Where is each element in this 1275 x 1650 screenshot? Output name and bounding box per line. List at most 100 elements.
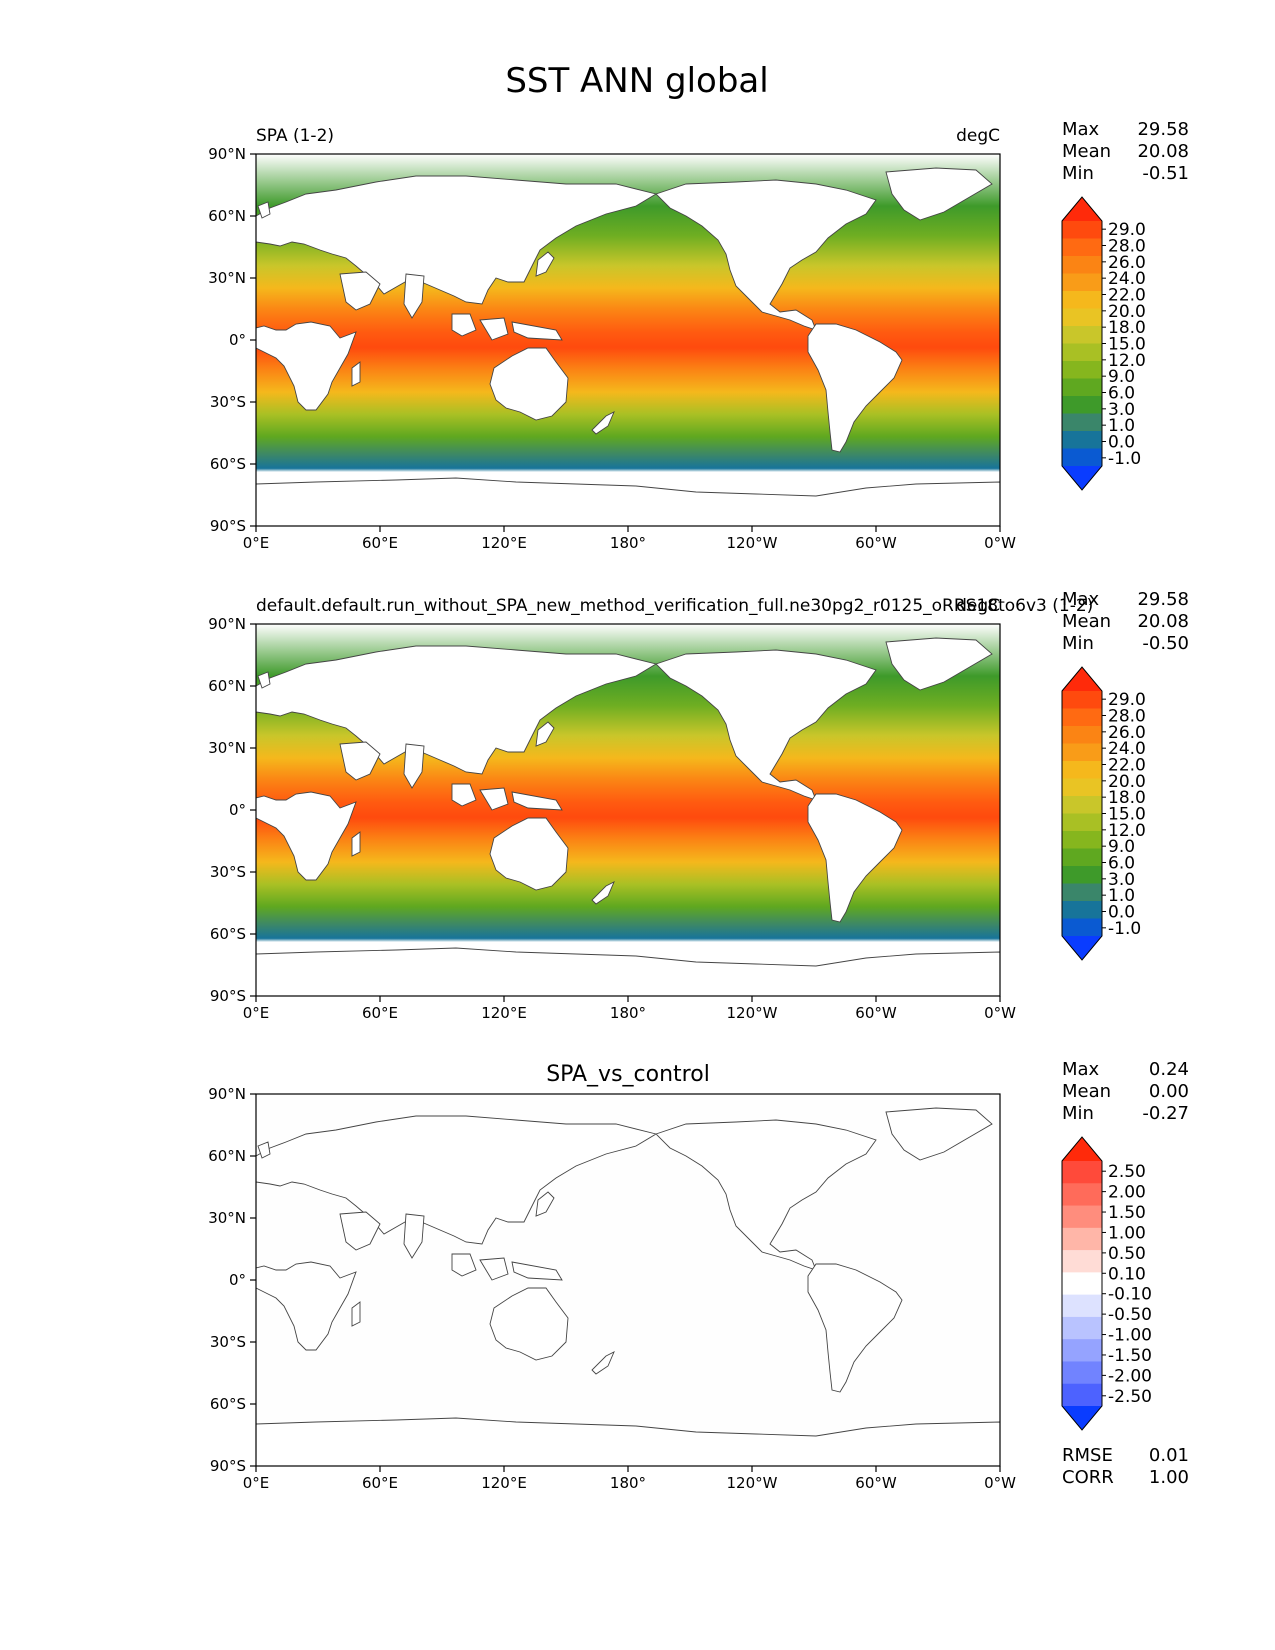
colorbar-label: 18.0 (1108, 788, 1146, 808)
lat-tick-label: 30°S (210, 1333, 246, 1351)
lat-tick-label: 60°N (208, 1147, 246, 1165)
lat-tick-label: 90°S (210, 1457, 246, 1475)
stat-max-label: Max (1062, 589, 1100, 610)
rmse-value: 0.01 (1149, 1445, 1189, 1466)
colorbar-segment (1062, 1183, 1102, 1207)
lon-tick-label: 60°E (362, 1474, 398, 1492)
colorbar-segment (1062, 413, 1102, 432)
colorbar-segment (1062, 1361, 1102, 1385)
colorbar-segment (1062, 1250, 1102, 1273)
colorbar-label: 0.0 (1108, 433, 1135, 453)
colorbar-label: 22.0 (1108, 286, 1146, 306)
colorbar-segment (1062, 726, 1102, 744)
colorbar-label: 15.0 (1108, 805, 1146, 825)
colorbar-label: 20.0 (1108, 302, 1146, 322)
lon-tick-label: 0°E (243, 1474, 270, 1492)
colorbar-label: 2.50 (1108, 1162, 1146, 1182)
colorbar-label: -2.00 (1108, 1366, 1152, 1386)
colorbar-label: 1.0 (1108, 416, 1135, 436)
colorbar-segment (1062, 883, 1102, 902)
stats-block: Max 29.58 Mean 20.08 Min -0.50 (1062, 589, 1189, 654)
lat-tick-label: 90°S (210, 987, 246, 1005)
colorbar-segment (1062, 778, 1102, 797)
colorbar-extend-max (1062, 1137, 1102, 1161)
colorbar-segment (1062, 796, 1102, 814)
lon-axis: 0°E 60°E 120°E 180° 120°W 60°W 0°W (243, 526, 1016, 552)
lat-tick-label: 60°N (208, 207, 246, 225)
colorbar-label: -2.50 (1108, 1387, 1152, 1407)
colorbar-segment (1062, 1294, 1102, 1318)
colorbar-segment (1062, 273, 1102, 292)
colorbar-label: 9.0 (1108, 367, 1135, 387)
colorbar-label: 6.0 (1108, 854, 1135, 874)
lon-tick-label: 180° (610, 1004, 646, 1022)
colorbar-segment (1062, 1161, 1102, 1184)
colorbar-outline (1061, 196, 1103, 491)
lat-tick-label: 90°N (208, 1085, 246, 1103)
colorbar-extend-min (1062, 466, 1102, 490)
lat-tick-label: 0° (229, 1271, 246, 1289)
lon-tick-label: 120°E (481, 1004, 527, 1022)
colorbar-label: 2.00 (1108, 1183, 1146, 1203)
colorbar-segment (1062, 1383, 1102, 1407)
lon-tick-label: 60°E (362, 534, 398, 552)
colorbar-label: 24.0 (1108, 269, 1146, 289)
lat-tick-label: 30°S (210, 393, 246, 411)
colorbar-segment (1062, 866, 1102, 884)
stat-mean-value: 0.00 (1149, 1081, 1189, 1102)
colorbar-segment (1062, 221, 1102, 239)
colorbar-segment (1062, 813, 1102, 832)
figure-title: SST ANN global (505, 61, 768, 101)
colorbar-segment (1062, 1339, 1102, 1362)
lat-tick-label: 30°N (208, 1209, 246, 1227)
lat-axis: 90°N 60°N 30°N 0° 30°S 60°S 90°S (208, 145, 256, 535)
lon-tick-label: 60°E (362, 1004, 398, 1022)
lat-tick-label: 60°S (210, 1395, 246, 1413)
colorbar-segment (1062, 431, 1102, 449)
lat-tick-label: 30°S (210, 863, 246, 881)
lon-tick-label: 60°W (855, 1004, 897, 1022)
lat-tick-label: 0° (229, 331, 246, 349)
stat-min-value: -0.50 (1142, 633, 1189, 654)
colorbar-label: 15.0 (1108, 335, 1146, 355)
colorbar-segment (1062, 1272, 1102, 1296)
lon-tick-label: 120°E (481, 1474, 527, 1492)
colorbar-label: 9.0 (1108, 837, 1135, 857)
colorbar-label: 22.0 (1108, 756, 1146, 776)
colorbar-segment (1062, 1205, 1102, 1229)
stat-mean-value: 20.08 (1137, 611, 1189, 632)
panel-left-title: default.default.run_without_SPA_new_meth… (256, 596, 1093, 616)
lon-tick-label: 120°E (481, 534, 527, 552)
panel-difference: SPA_vs_control 90°N60°N30°N0°30°S60°S90°… (208, 1059, 1189, 1492)
stat-mean-label: Mean (1062, 141, 1111, 162)
colorbar-label: -1.50 (1108, 1346, 1152, 1366)
stat-min-value: -0.27 (1142, 1103, 1189, 1124)
colorbar-segment (1062, 761, 1102, 779)
colorbar-segment (1062, 918, 1102, 937)
colorbar-label: 26.0 (1108, 723, 1146, 743)
stats-block: Max 29.58 Mean 20.08 Min -0.51 (1062, 119, 1189, 184)
colorbar-segment (1062, 831, 1102, 849)
lat-tick-label: 60°N (208, 677, 246, 695)
colorbar: 2.502.001.501.000.500.10-0.10-0.50-1.00-… (1061, 1136, 1152, 1431)
colorbar: 29.028.026.024.022.020.018.015.012.09.06… (1061, 666, 1146, 961)
colorbar-label: 0.0 (1108, 903, 1135, 923)
stat-mean-label: Mean (1062, 1081, 1111, 1102)
bottom-stats: RMSE 0.01 CORR 1.00 (1062, 1445, 1189, 1488)
corr-label: CORR (1062, 1467, 1114, 1488)
colorbar-segment (1062, 238, 1102, 257)
colorbar-label: 12.0 (1108, 351, 1146, 371)
colorbar-segment (1062, 448, 1102, 467)
colorbar-segment (1062, 343, 1102, 362)
colorbar-label: 6.0 (1108, 384, 1135, 404)
colorbar-label: -0.50 (1108, 1305, 1152, 1325)
colorbar-segment (1062, 901, 1102, 919)
stat-mean-value: 20.08 (1137, 141, 1189, 162)
colorbar-label: -1.0 (1108, 449, 1141, 469)
colorbar-label: 3.0 (1108, 400, 1135, 420)
lat-tick-label: 0° (229, 801, 246, 819)
lat-tick-label: 30°N (208, 269, 246, 287)
colorbar-segment (1062, 396, 1102, 414)
colorbar-segment (1062, 291, 1102, 309)
